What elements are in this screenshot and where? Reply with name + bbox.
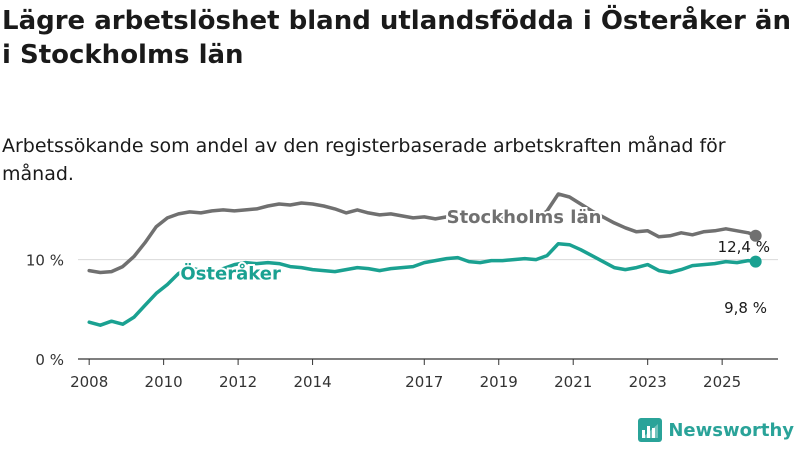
x-tick-label: 2021: [554, 373, 592, 391]
y-tick-label: 0 %: [35, 351, 64, 369]
y-tick-label: 10 %: [26, 252, 64, 270]
series-end-point: [749, 229, 762, 242]
brand-name: Newsworthy: [668, 419, 794, 441]
series-label-stockholm: Stockholms län: [447, 207, 602, 228]
brand-logo: Newsworthy: [638, 416, 794, 444]
x-tick-label: 2025: [703, 373, 741, 391]
x-tick-label: 2012: [219, 373, 257, 391]
end-value-osteraker: 9,8 %: [724, 299, 767, 317]
chart-title: Lägre arbetslöshet bland utlandsfödda i …: [2, 6, 791, 70]
chart-subtitle: Arbetssökande som andel av den registerb…: [2, 135, 726, 185]
x-tick-label: 2014: [293, 373, 331, 391]
x-tick-label: 2023: [629, 373, 667, 391]
bar-chart-logo-icon: [638, 418, 663, 442]
series-label-osteraker: Österåker: [180, 263, 281, 285]
series-end-point: [749, 255, 762, 268]
end-value-stockholm: 12,4 %: [718, 238, 770, 256]
x-tick-label: 2017: [405, 373, 443, 391]
x-tick-label: 2019: [480, 373, 518, 391]
series-line-stockholm: [87, 192, 758, 275]
x-tick-label: 2008: [70, 373, 108, 391]
x-tick-label: 2010: [145, 373, 183, 391]
series-line-osteraker: [87, 241, 758, 327]
